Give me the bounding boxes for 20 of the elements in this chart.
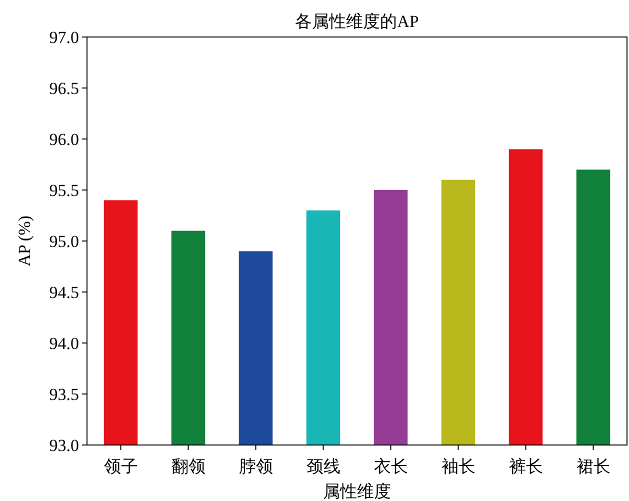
x-tick-label: 裤长: [508, 457, 543, 476]
x-tick-label: 衣长: [374, 457, 408, 476]
x-tick-label: 领子: [104, 457, 138, 476]
y-tick-label: 96.5: [49, 79, 79, 98]
y-tick-label: 94.0: [49, 334, 79, 353]
y-tick-label: 97.0: [49, 28, 79, 47]
x-tick-label: 翻领: [171, 457, 206, 476]
y-tick-label: 95.5: [49, 181, 79, 200]
y-tick-label: 96.0: [49, 130, 79, 149]
x-tick-label: 脖领: [238, 457, 273, 476]
x-tick-label: 袖长: [441, 457, 476, 476]
y-tick-label: 93.5: [49, 385, 79, 404]
x-tick-label: 颈线: [306, 457, 340, 476]
chart-title: 各属性维度的AP: [295, 12, 419, 31]
y-tick-label: 93.0: [49, 436, 79, 455]
y-axis-title: AP (%): [15, 216, 34, 266]
x-tick-label: 裙长: [576, 457, 610, 476]
y-tick-label: 94.5: [49, 283, 79, 302]
x-axis-title: 属性维度: [323, 482, 391, 501]
y-tick-label: 95.0: [49, 232, 79, 251]
